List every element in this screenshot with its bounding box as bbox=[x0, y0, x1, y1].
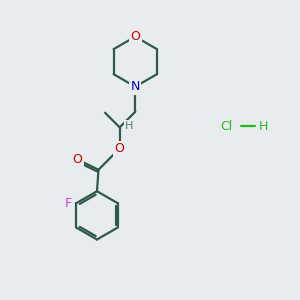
Text: O: O bbox=[130, 30, 140, 43]
Text: H: H bbox=[259, 120, 268, 133]
Text: N: N bbox=[130, 80, 140, 93]
Text: O: O bbox=[72, 153, 82, 166]
Text: H: H bbox=[125, 121, 133, 131]
Text: O: O bbox=[115, 142, 124, 155]
Text: F: F bbox=[64, 197, 71, 210]
Text: Cl: Cl bbox=[220, 120, 233, 133]
